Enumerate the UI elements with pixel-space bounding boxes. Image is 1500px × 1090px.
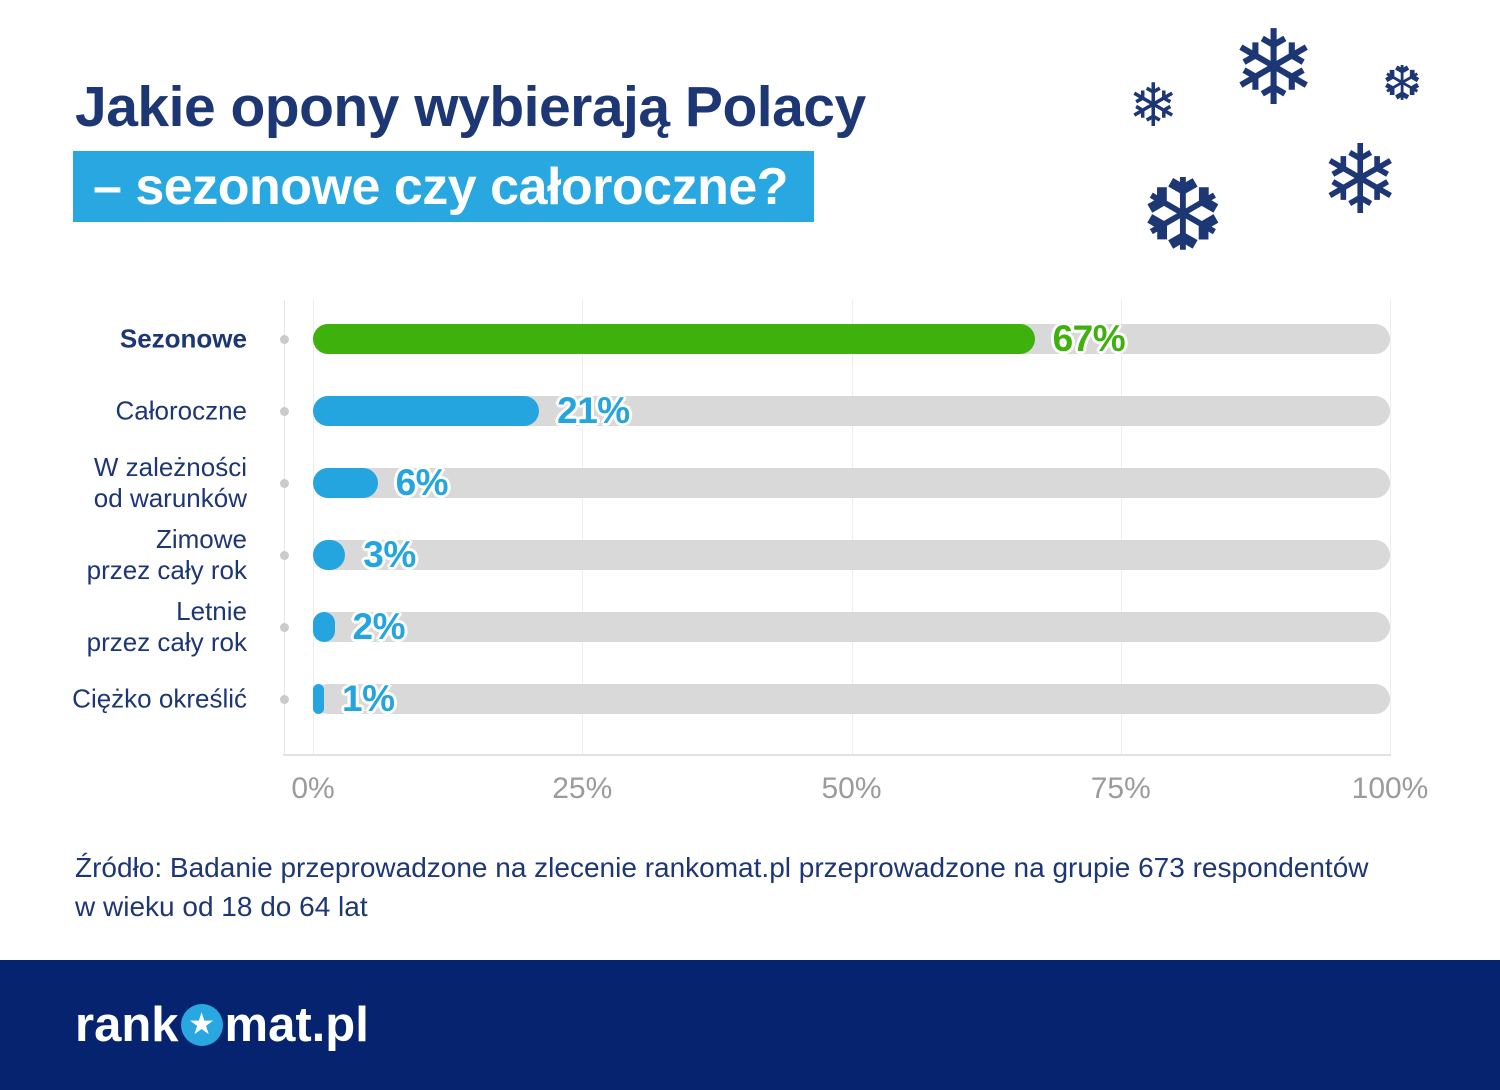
category-label: Ciężko określić bbox=[72, 683, 247, 714]
category-label: Sezonowe bbox=[119, 323, 247, 354]
bar-highlight bbox=[313, 324, 1035, 354]
bar-value bbox=[313, 396, 540, 426]
snowflake-icon: ❄ bbox=[1128, 71, 1179, 141]
snowflake-icon: ❄ bbox=[1230, 7, 1318, 129]
snowflake-icon: ❆ bbox=[1141, 157, 1225, 274]
bar-track bbox=[313, 468, 1390, 498]
gridline bbox=[582, 300, 584, 754]
category-label: Całoroczne bbox=[115, 395, 247, 426]
gridline bbox=[1390, 300, 1391, 754]
snowflake-icon: ❆ bbox=[1382, 56, 1423, 112]
page-subtitle-highlight: – sezonowe czy całoroczne? bbox=[73, 151, 815, 222]
bar-track bbox=[313, 396, 1390, 426]
x-axis-tick-label: 0% bbox=[291, 772, 335, 805]
value-label: 1% bbox=[342, 678, 395, 719]
axis-dot bbox=[280, 407, 289, 416]
category-label: Zimowe przez cały rok bbox=[86, 524, 247, 585]
page-title: Jakie opony wybierają Polacy bbox=[75, 75, 866, 139]
star-circle-icon: ★ bbox=[180, 1004, 223, 1046]
logo-text-suffix: mat.pl bbox=[224, 998, 369, 1052]
value-label: 3% bbox=[363, 534, 416, 575]
x-axis-tick-label: 100% bbox=[1351, 772, 1429, 805]
axis-dot bbox=[280, 695, 289, 704]
x-axis-tick-label: 25% bbox=[552, 772, 613, 805]
axis-dot bbox=[280, 551, 289, 560]
source-note: Źródło: Badanie przeprowadzone na zlecen… bbox=[75, 852, 1369, 922]
axis-dot bbox=[280, 479, 289, 488]
category-axis-line bbox=[284, 300, 285, 755]
value-label: 21% bbox=[557, 390, 630, 431]
category-label: W zależności od warunków bbox=[93, 452, 247, 513]
page-subtitle: – sezonowe czy całoroczne? bbox=[93, 157, 789, 216]
x-axis-line bbox=[283, 754, 1391, 756]
value-label: 6% bbox=[395, 462, 449, 503]
gridline bbox=[1120, 300, 1122, 754]
bar-track bbox=[313, 324, 1390, 354]
axis-dot bbox=[280, 623, 289, 632]
x-axis-tick-label: 75% bbox=[1090, 772, 1151, 805]
x-axis-tick-label: 50% bbox=[821, 772, 882, 805]
category-label: Letnie przez cały rok bbox=[86, 596, 247, 657]
gridline bbox=[313, 300, 314, 754]
gridline bbox=[851, 300, 853, 754]
bar-track bbox=[313, 612, 1390, 642]
bar-value bbox=[313, 540, 346, 570]
bar-value bbox=[313, 468, 378, 498]
logo-text-prefix: rank bbox=[75, 998, 179, 1052]
rankomat-logo: rank ★ mat.pl bbox=[75, 997, 369, 1053]
value-label: 2% bbox=[352, 606, 406, 647]
footer-bar: rank ★ mat.pl bbox=[0, 960, 1500, 1090]
bar-track bbox=[313, 684, 1390, 714]
value-label: 67% bbox=[1052, 318, 1126, 359]
bar-value bbox=[313, 684, 324, 714]
axis-dot bbox=[280, 335, 289, 344]
bar-value bbox=[313, 612, 335, 642]
snowflake-icon: ❄ bbox=[1320, 124, 1401, 236]
bar-track bbox=[313, 540, 1390, 570]
star-icon: ★ bbox=[188, 1007, 215, 1042]
